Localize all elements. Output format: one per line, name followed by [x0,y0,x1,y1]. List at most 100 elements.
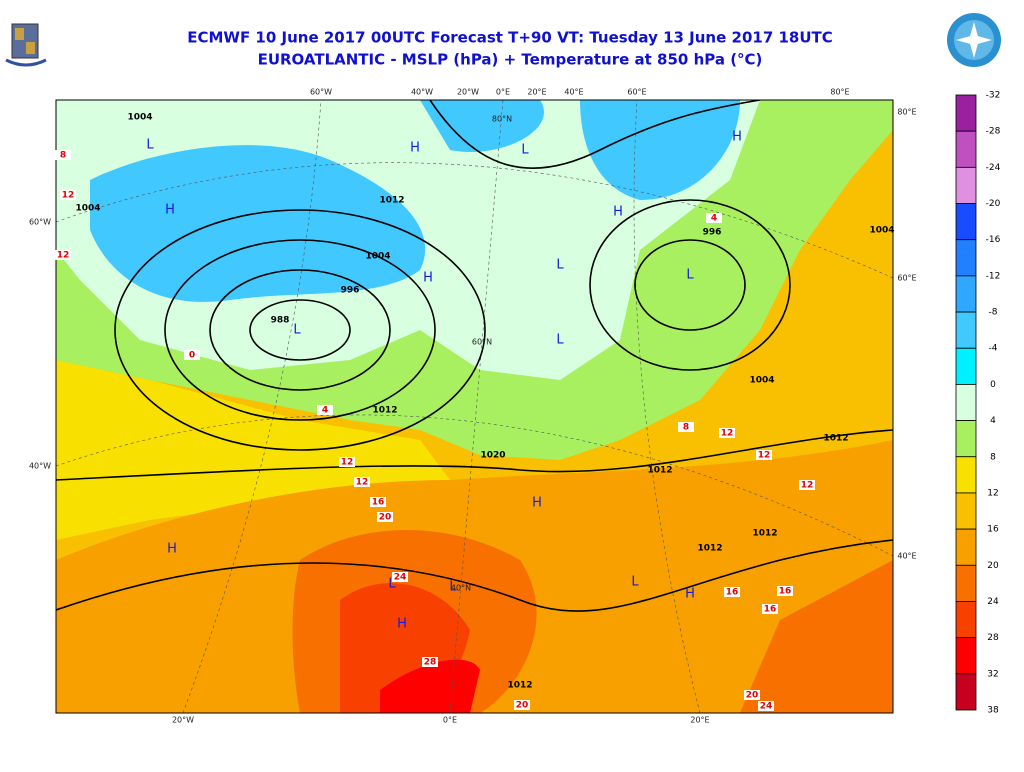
pressure-center: L [631,575,639,590]
colorbar-band [955,456,977,494]
map-frame [55,99,894,714]
isobar-label: 1012 [379,196,404,206]
lon-label: 80°E [830,88,849,97]
lon-label: 40°W [411,88,433,97]
isotherm-label-bg [758,701,774,711]
isobar-label: 1012 [752,529,777,539]
pressure-center: H [613,205,623,220]
pressure-center: H [685,587,695,602]
pressure-center: L [521,143,529,158]
isobar-label: 1012 [823,434,848,444]
pressure-center: H [732,130,742,145]
colorbar-label: 38 [987,706,999,716]
isotherm-label: 4 [711,214,717,224]
isotherm-label-bg [317,405,333,415]
pressure-center: H [165,203,175,218]
colorbar-label: 12 [987,488,998,498]
pressure-center: L [556,258,564,273]
colorbar-band [955,347,977,385]
lon-label: 60°W [29,218,51,227]
colorbar-label: 20 [987,561,999,571]
isobar-label: 1004 [127,113,152,123]
pressure-center: L [686,268,694,283]
subtitle: EUROATLANTIC - MSLP (hPa) + Temperature … [258,51,763,69]
pressure-center: L [449,580,457,595]
isotherm-label: 12 [341,458,354,468]
isobar-label: 1012 [697,544,722,554]
colorbar-band [955,203,977,241]
colorbar-label: 4 [990,416,996,426]
isotherm-label-bg [422,657,438,667]
isobar-label: 1020 [480,451,505,461]
lat-label: 80°N [492,115,512,124]
isotherm-label: 20 [516,701,529,711]
isotherm-label-bg [370,497,386,507]
isotherm-label: 4 [322,406,328,416]
colorbar-band [955,564,977,602]
colorbar-label: -8 [989,308,998,318]
colorbar-label: -24 [986,163,1001,173]
isotherm-label-bg [60,190,76,200]
colorbar-band [955,492,977,530]
isotherm-label: 12 [62,191,75,201]
isotherm-label: 12 [758,451,771,461]
lon-label: 0°E [443,716,457,725]
lon-label: 40°E [897,552,916,561]
colorbar: -32 -28 -24 -20 -16 -12 -8 -4 0 4 8 12 16 20 24 28 32 38 [955,91,1001,716]
isobar-label: 988 [271,316,290,326]
isotherm-label: 24 [394,573,407,583]
colorbar-label: 8 [990,452,996,462]
isotherm-label-bg [724,587,740,597]
lon-label: 40°E [564,88,583,97]
isotherm-label: 20 [379,513,392,523]
isotherm-label: 12 [356,478,369,488]
isotherm-label-bg [756,450,772,460]
colorbar-label: 16 [987,525,999,535]
colorbar-label: -16 [986,235,1001,245]
isotherm-label-bg [55,250,71,260]
lat-label: 60°N [472,338,492,347]
isotherm-label: 16 [764,605,777,615]
pressure-center: L [146,138,154,153]
pressure-center: L [388,577,396,592]
isobar-label: 1012 [647,466,672,476]
isobar-label: 1004 [75,204,100,214]
colorbar-band [955,528,977,566]
lon-label: 60°W [310,88,332,97]
isobar-label: 996 [341,286,360,296]
colorbar-label: 32 [987,669,998,679]
colorbar-label: -20 [986,199,1001,209]
isobar-label: 1004 [869,226,894,236]
isotherm-label-bg [184,350,200,360]
colorbar-band [955,601,977,639]
colorbar-band [955,130,977,168]
colorbar-label: -4 [989,344,998,354]
isotherm-label: 24 [760,702,773,712]
colorbar-band [955,239,977,277]
isotherm-label: 16 [779,587,792,597]
isotherm-label: 0 [189,351,195,361]
lon-label: 20°W [172,716,194,725]
isotherm-label-bg [799,480,815,490]
lon-label: 0°E [496,88,510,97]
pressure-center: H [423,271,433,286]
lon-label: 60°E [897,274,916,283]
isotherm-label: 8 [60,151,66,161]
colorbar-band [955,673,977,711]
colorbar-band [955,166,977,204]
colorbar-band [955,637,977,675]
lon-label: 60°E [627,88,646,97]
isotherm-label-bg [762,604,778,614]
isotherm-label: 8 [683,423,689,433]
isotherm-label-bg [719,428,735,438]
isotherm-label-bg [777,586,793,596]
colorbar-band [955,311,977,349]
isotherm-label-bg [744,690,760,700]
lon-label: 40°W [29,462,51,471]
isotherm-label-bg [514,700,530,710]
pressure-center: H [397,617,407,632]
isobar-label: 996 [703,228,722,238]
left-logo [5,23,47,67]
lon-label: 80°E [897,108,916,117]
